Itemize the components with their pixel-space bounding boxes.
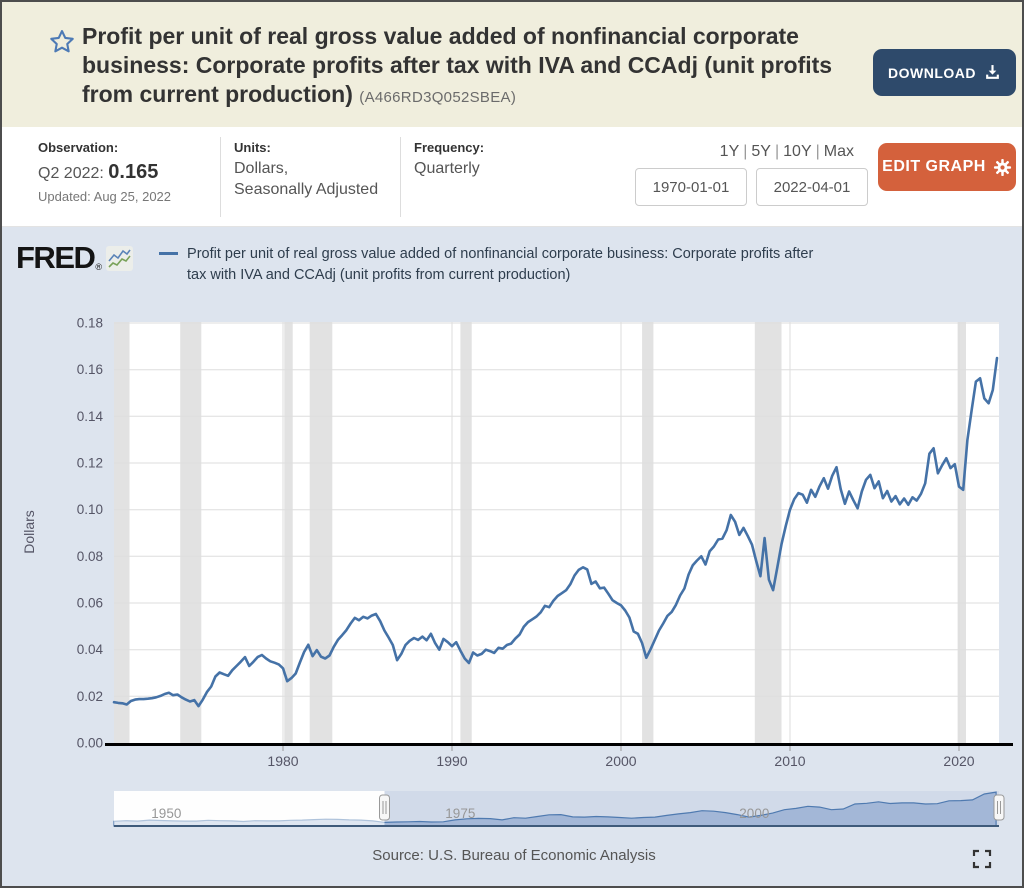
- recession-band: [284, 322, 293, 743]
- edit-graph-label: EDIT GRAPH: [882, 158, 986, 175]
- start-date-input[interactable]: [635, 168, 747, 206]
- y-tick-label: 0.16: [77, 362, 103, 377]
- observation-updated: Updated: Aug 25, 2022: [38, 189, 172, 204]
- plot-area: [114, 322, 999, 743]
- units-label: Units:: [234, 140, 271, 155]
- range-navigator-svg[interactable]: 1950 1975 2000: [2, 785, 1024, 837]
- range-link-5y[interactable]: 5Y: [751, 143, 771, 160]
- x-tick-label: 2010: [774, 753, 805, 769]
- frequency-panel: Frequency: Quarterly: [414, 140, 484, 180]
- source-attribution: Source: U.S. Bureau of Economic Analysis: [372, 847, 656, 864]
- legend-item[interactable]: Profit per unit of real gross value adde…: [159, 244, 832, 286]
- y-tick-label: 0.12: [77, 456, 103, 471]
- main-chart-svg[interactable]: 1980 1990 2000 2010 2020 0.00 0.02 0.04 0.06 0.08…: [2, 297, 1024, 777]
- y-tick-label: 0.06: [77, 596, 103, 611]
- frequency-value: Quarterly: [414, 160, 480, 177]
- range-shortcut-links: 1Y | 5Y | 10Y | Max: [719, 143, 854, 160]
- navigator-tick-label: 1950: [151, 806, 181, 821]
- series-line[interactable]: [112, 356, 999, 708]
- units-value-line2: Seasonally Adjusted: [234, 180, 379, 198]
- y-axis-title: Dollars: [21, 510, 37, 554]
- registered-mark: ®: [95, 262, 103, 272]
- observation-panel: Observation: Q2 2022: 0.165 Updated: Aug…: [38, 140, 171, 204]
- frequency-label: Frequency:: [414, 140, 485, 155]
- recession-band: [309, 322, 333, 743]
- nav-handle-left[interactable]: [379, 794, 390, 821]
- x-tick-label: 2000: [605, 753, 636, 769]
- observation-value: 0.165: [108, 161, 159, 183]
- y-tick-label: 0.14: [77, 409, 104, 424]
- column-divider: [220, 137, 221, 217]
- recession-band: [460, 322, 472, 743]
- legend-row: FRED ® Profit per unit of real gross val…: [16, 240, 832, 286]
- x-tick-label: 1980: [267, 753, 298, 769]
- series-id: (A466RD3Q052SBEA): [359, 89, 517, 107]
- y-tick-label: 0.18: [77, 316, 103, 331]
- range-link-1y[interactable]: 1Y: [719, 143, 740, 160]
- column-divider: [400, 137, 401, 217]
- y-tick-label: 0.00: [77, 736, 103, 751]
- recession-band: [180, 322, 202, 743]
- range-link-10y[interactable]: 10Y: [783, 143, 812, 160]
- fred-logo[interactable]: FRED ®: [16, 240, 134, 276]
- observation-period: Q2 2022:: [38, 165, 104, 182]
- legend-series-label: Profit per unit of real gross value adde…: [187, 246, 814, 284]
- download-icon: [986, 65, 999, 79]
- y-tick-label: 0.10: [77, 502, 103, 517]
- x-tick-label: 1990: [436, 753, 467, 769]
- page-header: Profit per unit of real gross value adde…: [2, 2, 1022, 127]
- page-title: Profit per unit of real gross value adde…: [82, 22, 872, 110]
- recession-band: [642, 322, 654, 743]
- y-tick-label: 0.02: [77, 689, 103, 704]
- fred-sparkline-icon: [106, 245, 134, 271]
- edit-graph-button[interactable]: EDIT GRAPH: [878, 143, 1016, 191]
- fullscreen-icon[interactable]: [972, 849, 992, 869]
- end-date-input[interactable]: [756, 168, 868, 206]
- series-meta-bar: Observation: Q2 2022: 0.165 Updated: Aug…: [2, 127, 1022, 227]
- nav-handle-right[interactable]: [993, 794, 1005, 821]
- y-tick-label: 0.04: [77, 642, 104, 657]
- recession-band: [754, 322, 782, 743]
- range-link-max[interactable]: Max: [823, 143, 854, 160]
- units-panel: Units: Dollars, Seasonally Adjusted: [234, 140, 378, 201]
- navigator-tick-label: 2000: [739, 806, 769, 821]
- observation-label: Observation:: [38, 140, 119, 155]
- favorite-star-icon[interactable]: [48, 28, 76, 56]
- navigator-tick-label: 1975: [445, 806, 475, 821]
- download-label: DOWNLOAD: [888, 64, 976, 81]
- recession-band: [957, 322, 966, 743]
- fred-logo-text: FRED: [16, 240, 96, 275]
- y-tick-label: 0.08: [77, 549, 103, 564]
- download-button[interactable]: DOWNLOAD: [873, 49, 1016, 96]
- x-tick-label: 2020: [943, 753, 974, 769]
- series-title: Profit per unit of real gross value adde…: [82, 23, 833, 108]
- gear-icon: [993, 158, 1011, 176]
- units-value-line1: Dollars,: [234, 160, 289, 177]
- range-controls: 1Y|5Y|10Y|Max EDIT GRAPH: [635, 143, 1016, 206]
- legend-line-marker: [159, 252, 179, 255]
- recession-band: [114, 322, 130, 743]
